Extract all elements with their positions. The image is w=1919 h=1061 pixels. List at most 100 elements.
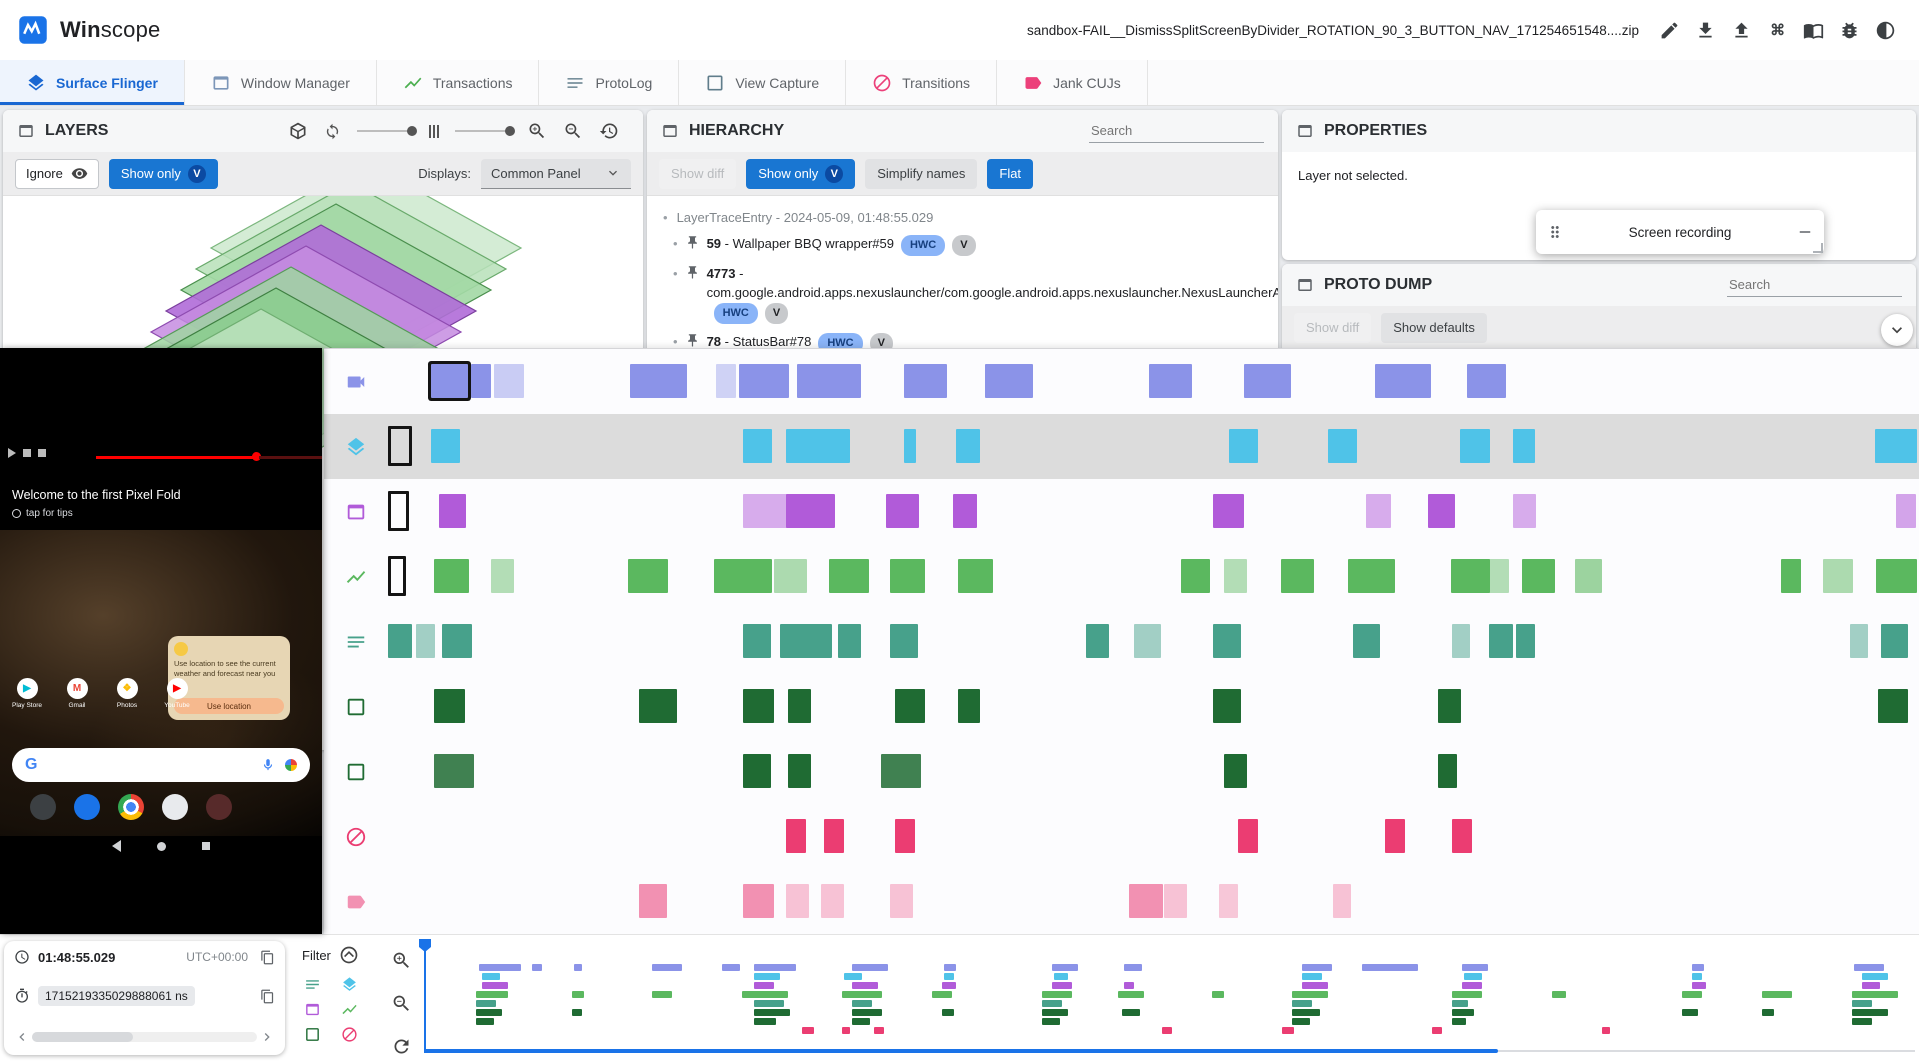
show-only-visible-button[interactable]: Show only V <box>746 158 856 189</box>
video-controls[interactable] <box>8 448 46 458</box>
trace-entry-block[interactable] <box>433 559 470 593</box>
trace-entry-block[interactable] <box>388 624 413 658</box>
hierarchy-node-4773[interactable]: • 4773 - com.google.android.apps.nexuslau… <box>661 260 1278 328</box>
trace-entry-block[interactable] <box>786 494 836 528</box>
trace-entry-block[interactable] <box>1427 494 1456 528</box>
trace-entry-block[interactable] <box>388 556 407 596</box>
trace-entry-block[interactable] <box>1485 559 1509 593</box>
trace-entry-block[interactable] <box>903 364 947 398</box>
trace-entry-block[interactable] <box>1467 364 1506 398</box>
trace-entry-block[interactable] <box>715 364 736 398</box>
trace-entry-block[interactable] <box>438 494 467 528</box>
trace-entry-block[interactable] <box>441 624 473 658</box>
timeline-row-window-manager[interactable] <box>324 479 1919 544</box>
trace-entry-block[interactable] <box>430 429 460 463</box>
trace-entry-block[interactable] <box>1129 884 1163 918</box>
trace-entry-block[interactable] <box>743 494 790 528</box>
trace-entry-block[interactable] <box>773 559 808 593</box>
trace-entry-block[interactable] <box>1280 559 1315 593</box>
video-progress-bar[interactable] <box>96 456 256 459</box>
trace-entry-block[interactable] <box>821 884 845 918</box>
trace-entry-block[interactable] <box>1228 429 1258 463</box>
tab-protolog[interactable]: ProtoLog <box>539 60 680 105</box>
trace-entry-block[interactable] <box>1332 884 1351 918</box>
timeline-track-window-manager[interactable] <box>388 479 1919 544</box>
rotation-slider[interactable] <box>357 126 417 136</box>
trace-entry-block[interactable] <box>1148 364 1192 398</box>
trace-entry-block[interactable] <box>1237 819 1258 853</box>
rotation-icon[interactable] <box>324 123 341 140</box>
trace-entry-block[interactable] <box>1822 559 1854 593</box>
trace-entry-block[interactable] <box>1850 624 1869 658</box>
video-progress-handle[interactable] <box>252 452 261 461</box>
trace-entry-block[interactable] <box>1438 689 1462 723</box>
documentation-button[interactable] <box>1797 14 1829 46</box>
copy-ns-button[interactable] <box>260 989 275 1004</box>
report-bug-button[interactable] <box>1833 14 1865 46</box>
chart-filter-icon[interactable] <box>341 1001 358 1018</box>
trace-entry-block[interactable] <box>639 689 678 723</box>
trace-entry-block[interactable] <box>433 754 474 788</box>
list-filter-icon[interactable] <box>304 976 321 993</box>
trace-entry-block[interactable] <box>1513 494 1537 528</box>
timeline-row-protolog[interactable] <box>324 609 1919 674</box>
scroll-left-button[interactable] <box>14 1029 30 1045</box>
screen-recording-window[interactable]: Screen recording <box>1536 210 1824 254</box>
minimap-row[interactable] <box>424 1008 1915 1017</box>
trace-entry-block[interactable] <box>952 494 978 528</box>
block-filter-icon[interactable] <box>341 1026 358 1043</box>
trace-entry-block[interactable] <box>890 559 926 593</box>
trace-entry-block[interactable] <box>1223 754 1247 788</box>
hierarchy-root-entry[interactable]: • LayerTraceEntry - 2024-05-09, 01:48:55… <box>663 209 934 225</box>
trace-entry-block[interactable] <box>1438 754 1457 788</box>
minimap-row[interactable] <box>424 963 1915 972</box>
timeline-row-screen-recording[interactable] <box>324 349 1919 414</box>
trace-entry-block[interactable] <box>493 364 525 398</box>
trace-entry-block[interactable] <box>796 364 862 398</box>
timeline-track-transitions[interactable] <box>388 804 1919 869</box>
trace-entry-block[interactable] <box>430 364 468 398</box>
square-filter-icon[interactable] <box>304 1026 321 1043</box>
trace-entry-block[interactable] <box>470 364 491 398</box>
minimap-row[interactable] <box>424 972 1915 981</box>
trace-entry-block[interactable] <box>388 491 410 531</box>
trace-entry-block[interactable] <box>1181 559 1211 593</box>
timeline-row-transitions[interactable] <box>324 804 1919 869</box>
minimap-row[interactable] <box>424 990 1915 999</box>
trace-entry-block[interactable] <box>885 494 920 528</box>
trace-entry-block[interactable] <box>1133 624 1162 658</box>
tab-view-capture[interactable]: View Capture <box>679 60 847 105</box>
spacing-slider[interactable] <box>455 126 515 136</box>
show-only-visible-button[interactable]: Show only V <box>108 158 218 189</box>
timeline-track-transactions[interactable] <box>388 544 1919 609</box>
theme-toggle-button[interactable] <box>1869 14 1901 46</box>
edit-trace-button[interactable] <box>1653 14 1685 46</box>
minimap-row[interactable] <box>424 1017 1915 1026</box>
timeline-row-view-capture-taskbar[interactable] <box>324 674 1919 739</box>
trace-entry-block[interactable] <box>903 429 917 463</box>
tab-window-manager[interactable]: Window Manager <box>185 60 377 105</box>
trace-entry-block[interactable] <box>1219 884 1238 918</box>
zoom-out-icon[interactable] <box>563 121 583 141</box>
timeline-cursor[interactable] <box>424 939 426 1053</box>
trace-entry-block[interactable] <box>743 689 774 723</box>
collapse-timeline-button[interactable] <box>1881 314 1913 346</box>
timeline-zoom-in-button[interactable] <box>388 947 414 973</box>
trace-entry-block[interactable] <box>985 364 1033 398</box>
trace-entry-block[interactable] <box>1375 364 1431 398</box>
pin-icon[interactable] <box>685 265 700 280</box>
trace-entry-block[interactable] <box>824 819 845 853</box>
trace-entry-block[interactable] <box>1452 624 1471 658</box>
show-diff-button[interactable]: Show diff <box>1294 312 1372 343</box>
trace-entry-block[interactable] <box>880 754 921 788</box>
pin-icon[interactable] <box>685 235 700 250</box>
trace-entry-block[interactable] <box>1223 559 1247 593</box>
tab-transitions[interactable]: Transitions <box>846 60 998 105</box>
trace-entry-block[interactable] <box>743 429 773 463</box>
show-diff-button[interactable]: Show diff <box>659 158 737 189</box>
trace-entry-block[interactable] <box>388 426 413 466</box>
trace-entry-block[interactable] <box>1450 559 1491 593</box>
trace-entry-block[interactable] <box>1452 819 1472 853</box>
trace-entry-block[interactable] <box>1086 624 1110 658</box>
trace-entry-block[interactable] <box>779 624 832 658</box>
